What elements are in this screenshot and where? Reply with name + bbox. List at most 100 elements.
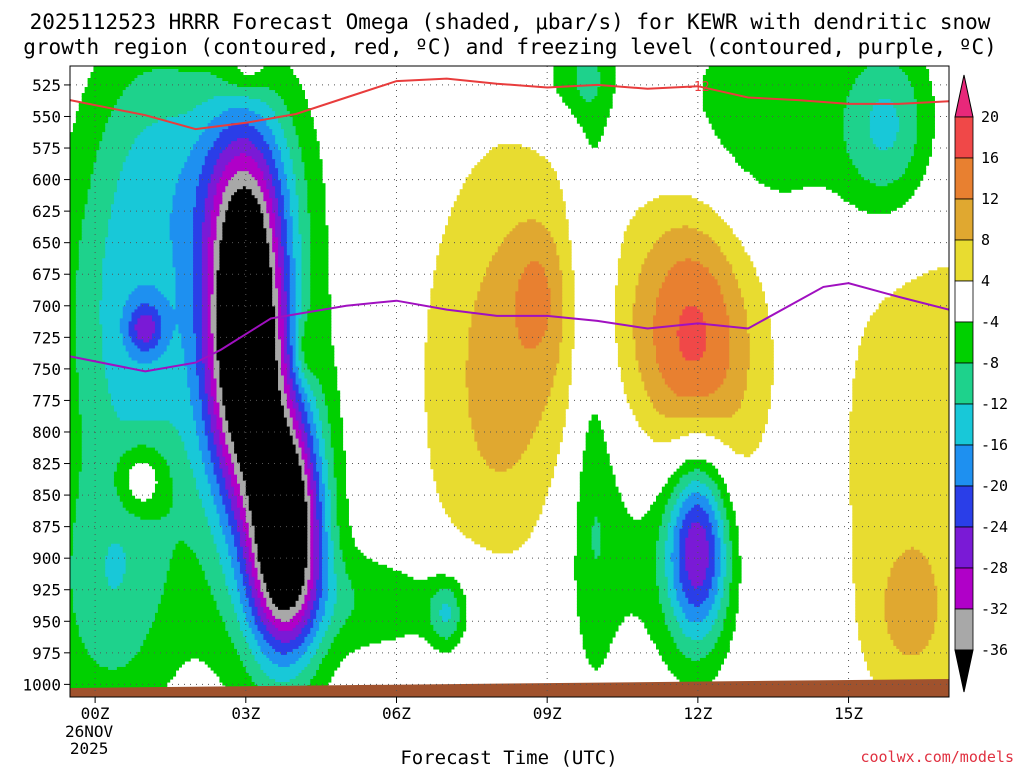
omega-cell: [298, 321, 305, 325]
omega-cell: [330, 438, 344, 443]
omega-cell: [239, 483, 247, 488]
omega-cell: [219, 369, 279, 374]
omega-cell: [664, 561, 675, 566]
omega-cell: [245, 510, 253, 515]
omega-cell: [729, 333, 751, 338]
omega-cell: [222, 171, 238, 175]
omega-cell: [301, 342, 332, 347]
omega-cell: [283, 270, 291, 274]
omega-cell: [269, 87, 303, 91]
omega-cell: [474, 540, 525, 545]
omega-cell: [70, 285, 77, 289]
omega-cell: [729, 318, 748, 322]
omega-cell: [330, 642, 370, 647]
omega-cell: [890, 294, 949, 298]
omega-cell: [447, 216, 566, 220]
omega-cell: [216, 225, 223, 229]
omega-cell: [210, 372, 215, 377]
omega-cell: [70, 627, 80, 632]
omega-cell: [316, 507, 323, 512]
omega-cell: [743, 300, 766, 304]
omega-cell: [559, 354, 572, 359]
omega-cell: [275, 159, 282, 163]
omega-cell: [310, 456, 317, 461]
omega-cell: [102, 345, 127, 350]
omega-cell: [336, 594, 355, 599]
omega-cell: [714, 129, 845, 133]
omega-cell: [160, 336, 174, 341]
omega-cell: [913, 147, 933, 151]
omega-cell: [702, 582, 713, 587]
omega-cell: [172, 198, 197, 202]
omega-cell: [160, 333, 174, 338]
omega-cell: [878, 147, 889, 151]
omega-cell: [547, 282, 563, 286]
omega-cell: [283, 282, 291, 286]
omega-cell: [70, 426, 83, 431]
omega-cell: [884, 594, 938, 599]
omega-cell: [333, 549, 344, 554]
omega-cell: [899, 117, 918, 121]
omega-cell: [78, 489, 118, 494]
omega-cell: [131, 312, 159, 316]
omega-cell: [720, 603, 730, 608]
omega-cell: [471, 324, 516, 329]
omega-cell: [102, 330, 121, 335]
omega-cell: [849, 483, 949, 488]
omega-cell: [283, 285, 291, 289]
omega-cell: [321, 474, 329, 479]
omega-cell: [242, 477, 303, 482]
omega-cell: [714, 480, 724, 485]
omega-cell: [81, 447, 133, 452]
omega-cell: [849, 480, 949, 485]
omega-cell: [81, 237, 106, 241]
omega-cell: [726, 303, 745, 307]
omega-cell: [81, 438, 182, 443]
omega-cell: [278, 318, 285, 322]
omega-cell: [729, 324, 748, 329]
omega-cell: [896, 138, 918, 142]
omega-cell: [638, 369, 660, 374]
omega-cell: [70, 267, 80, 271]
omega-cell: [254, 72, 294, 76]
omega-cell: [313, 600, 320, 605]
omega-cell: [934, 630, 949, 635]
omega-cell: [75, 504, 124, 509]
omega-cell: [673, 486, 686, 491]
omega-cell: [207, 315, 212, 319]
omega-cell: [319, 555, 323, 560]
omega-cell: [228, 420, 288, 425]
omega-cell: [231, 504, 238, 509]
omega-cell: [667, 498, 678, 503]
omega-cell: [468, 342, 522, 347]
omega-cell: [219, 552, 229, 557]
omega-cell: [193, 210, 206, 214]
omega-cell: [313, 411, 320, 416]
omega-cell: [213, 669, 247, 674]
omega-cell: [313, 462, 317, 467]
omega-cell: [905, 171, 927, 175]
omega-cell: [278, 297, 282, 301]
omega-cell: [635, 342, 654, 347]
omega-cell: [157, 309, 194, 313]
omega-cell: [327, 537, 332, 542]
omega-cell: [345, 564, 388, 569]
omega-cell: [732, 552, 739, 557]
omega-cell: [193, 246, 203, 250]
omega-cell: [93, 69, 153, 73]
omega-cell: [530, 441, 560, 446]
omega-cell: [562, 294, 575, 298]
omega-cell: [327, 555, 335, 560]
omega-cell: [330, 516, 338, 521]
omega-cell: [280, 639, 291, 644]
omega-cell: [242, 630, 253, 635]
omega-cell: [617, 258, 645, 262]
omega-cell: [169, 213, 194, 217]
omega-cell: [225, 441, 235, 446]
omega-cell: [245, 558, 250, 563]
omega-cell: [333, 555, 344, 560]
omega-cell: [849, 492, 949, 497]
omega-cell: [263, 669, 303, 674]
omega-cell: [131, 318, 138, 322]
omega-cell: [852, 531, 949, 536]
